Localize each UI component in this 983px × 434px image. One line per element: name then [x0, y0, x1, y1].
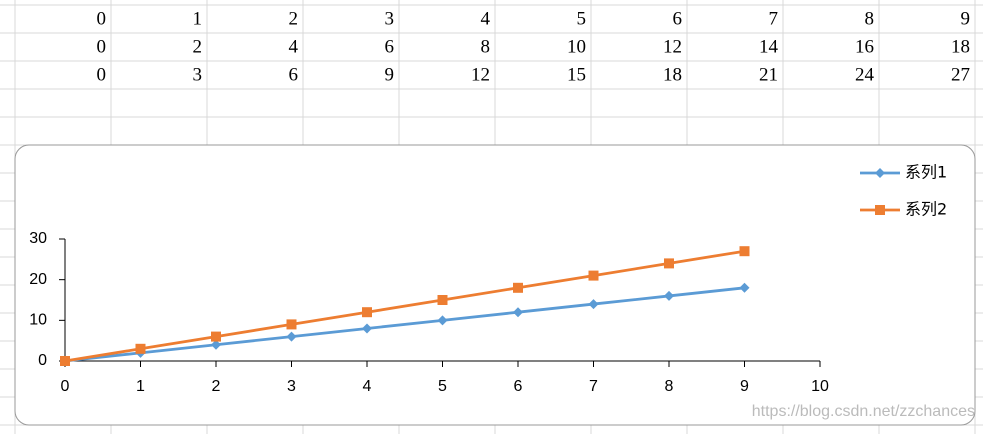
marker	[362, 307, 372, 318]
marker	[875, 205, 885, 215]
cell-value: 4	[481, 8, 491, 29]
cell-value: 6	[673, 8, 683, 29]
y-tick-label: 10	[29, 312, 47, 329]
x-tick-label: 4	[363, 378, 372, 395]
chart-area[interactable]	[14, 144, 976, 426]
watermark: https://blog.csdn.net/zzchances	[752, 403, 975, 420]
cell-value: 3	[193, 64, 203, 85]
legend-label: 系列2	[905, 200, 947, 219]
x-tick-label: 7	[589, 378, 598, 395]
x-tick-label: 9	[740, 378, 749, 395]
cell-value: 16	[855, 36, 874, 57]
marker	[513, 282, 523, 293]
x-tick-label: 6	[514, 378, 523, 395]
cell-value: 0	[97, 8, 107, 29]
cell-value: 18	[951, 36, 970, 57]
marker	[664, 258, 674, 269]
cell-value: 24	[855, 64, 875, 85]
x-tick-label: 5	[438, 378, 447, 395]
marker	[588, 299, 599, 310]
cell-value: 4	[289, 36, 299, 57]
x-tick-label: 3	[287, 378, 296, 395]
cell-value: 18	[663, 64, 682, 85]
cell-value: 10	[567, 36, 586, 57]
marker	[739, 282, 750, 293]
cell-value: 2	[193, 36, 203, 57]
marker	[664, 290, 674, 301]
cell-value: 15	[567, 64, 586, 85]
legend-label: 系列1	[905, 163, 947, 182]
y-tick-label: 30	[29, 230, 47, 247]
marker	[437, 295, 448, 305]
cell-value: 7	[769, 8, 779, 29]
marker	[362, 323, 372, 334]
series-line	[64, 249, 745, 363]
series-line	[64, 286, 745, 363]
marker	[513, 307, 523, 318]
cell-value: 3	[385, 8, 395, 29]
marker	[875, 168, 885, 178]
cell-value: 12	[663, 36, 682, 57]
cell-value: 8	[865, 8, 875, 29]
cell-value: 5	[577, 8, 587, 29]
marker	[60, 356, 70, 366]
cell-value: 9	[385, 64, 395, 85]
cell-value: 21	[759, 64, 778, 85]
cell-value: 8	[481, 36, 491, 57]
y-tick-label: 0	[38, 352, 47, 369]
marker	[211, 339, 221, 350]
marker	[588, 270, 599, 281]
x-tick-label: 0	[61, 378, 70, 395]
cell-value: 2	[289, 8, 299, 29]
cell-value: 9	[961, 8, 971, 29]
x-tick-label: 1	[136, 378, 145, 395]
y-tick-label: 20	[29, 271, 47, 288]
chart: 0 10 20 30 0 1 2 3 4 5 6 7 8 9 10 系列1 系列2 https://blog.cs…	[29, 163, 975, 421]
cell-value: 0	[97, 36, 107, 57]
marker	[437, 315, 448, 326]
cell-value: 27	[951, 64, 970, 85]
cell-value: 1	[193, 8, 203, 29]
x-tick-label: 8	[665, 378, 674, 395]
marker	[135, 343, 146, 354]
marker	[286, 319, 297, 330]
marker	[739, 246, 750, 257]
marker	[286, 331, 297, 342]
cell-value: 12	[471, 64, 490, 85]
x-tick-label: 10	[811, 378, 829, 395]
cell-value: 6	[289, 64, 299, 85]
cell-value: 6	[385, 36, 395, 57]
sheet-cells: 0 1 2 3 4 5 6 7 8 90 2 4 6 8 10 12 14 16 180 3 6 9 12 15 18 21 24 2…	[97, 8, 971, 85]
cell-value: 14	[759, 36, 779, 57]
marker	[211, 331, 221, 342]
cell-value: 0	[97, 64, 107, 85]
x-tick-label: 2	[212, 378, 221, 395]
